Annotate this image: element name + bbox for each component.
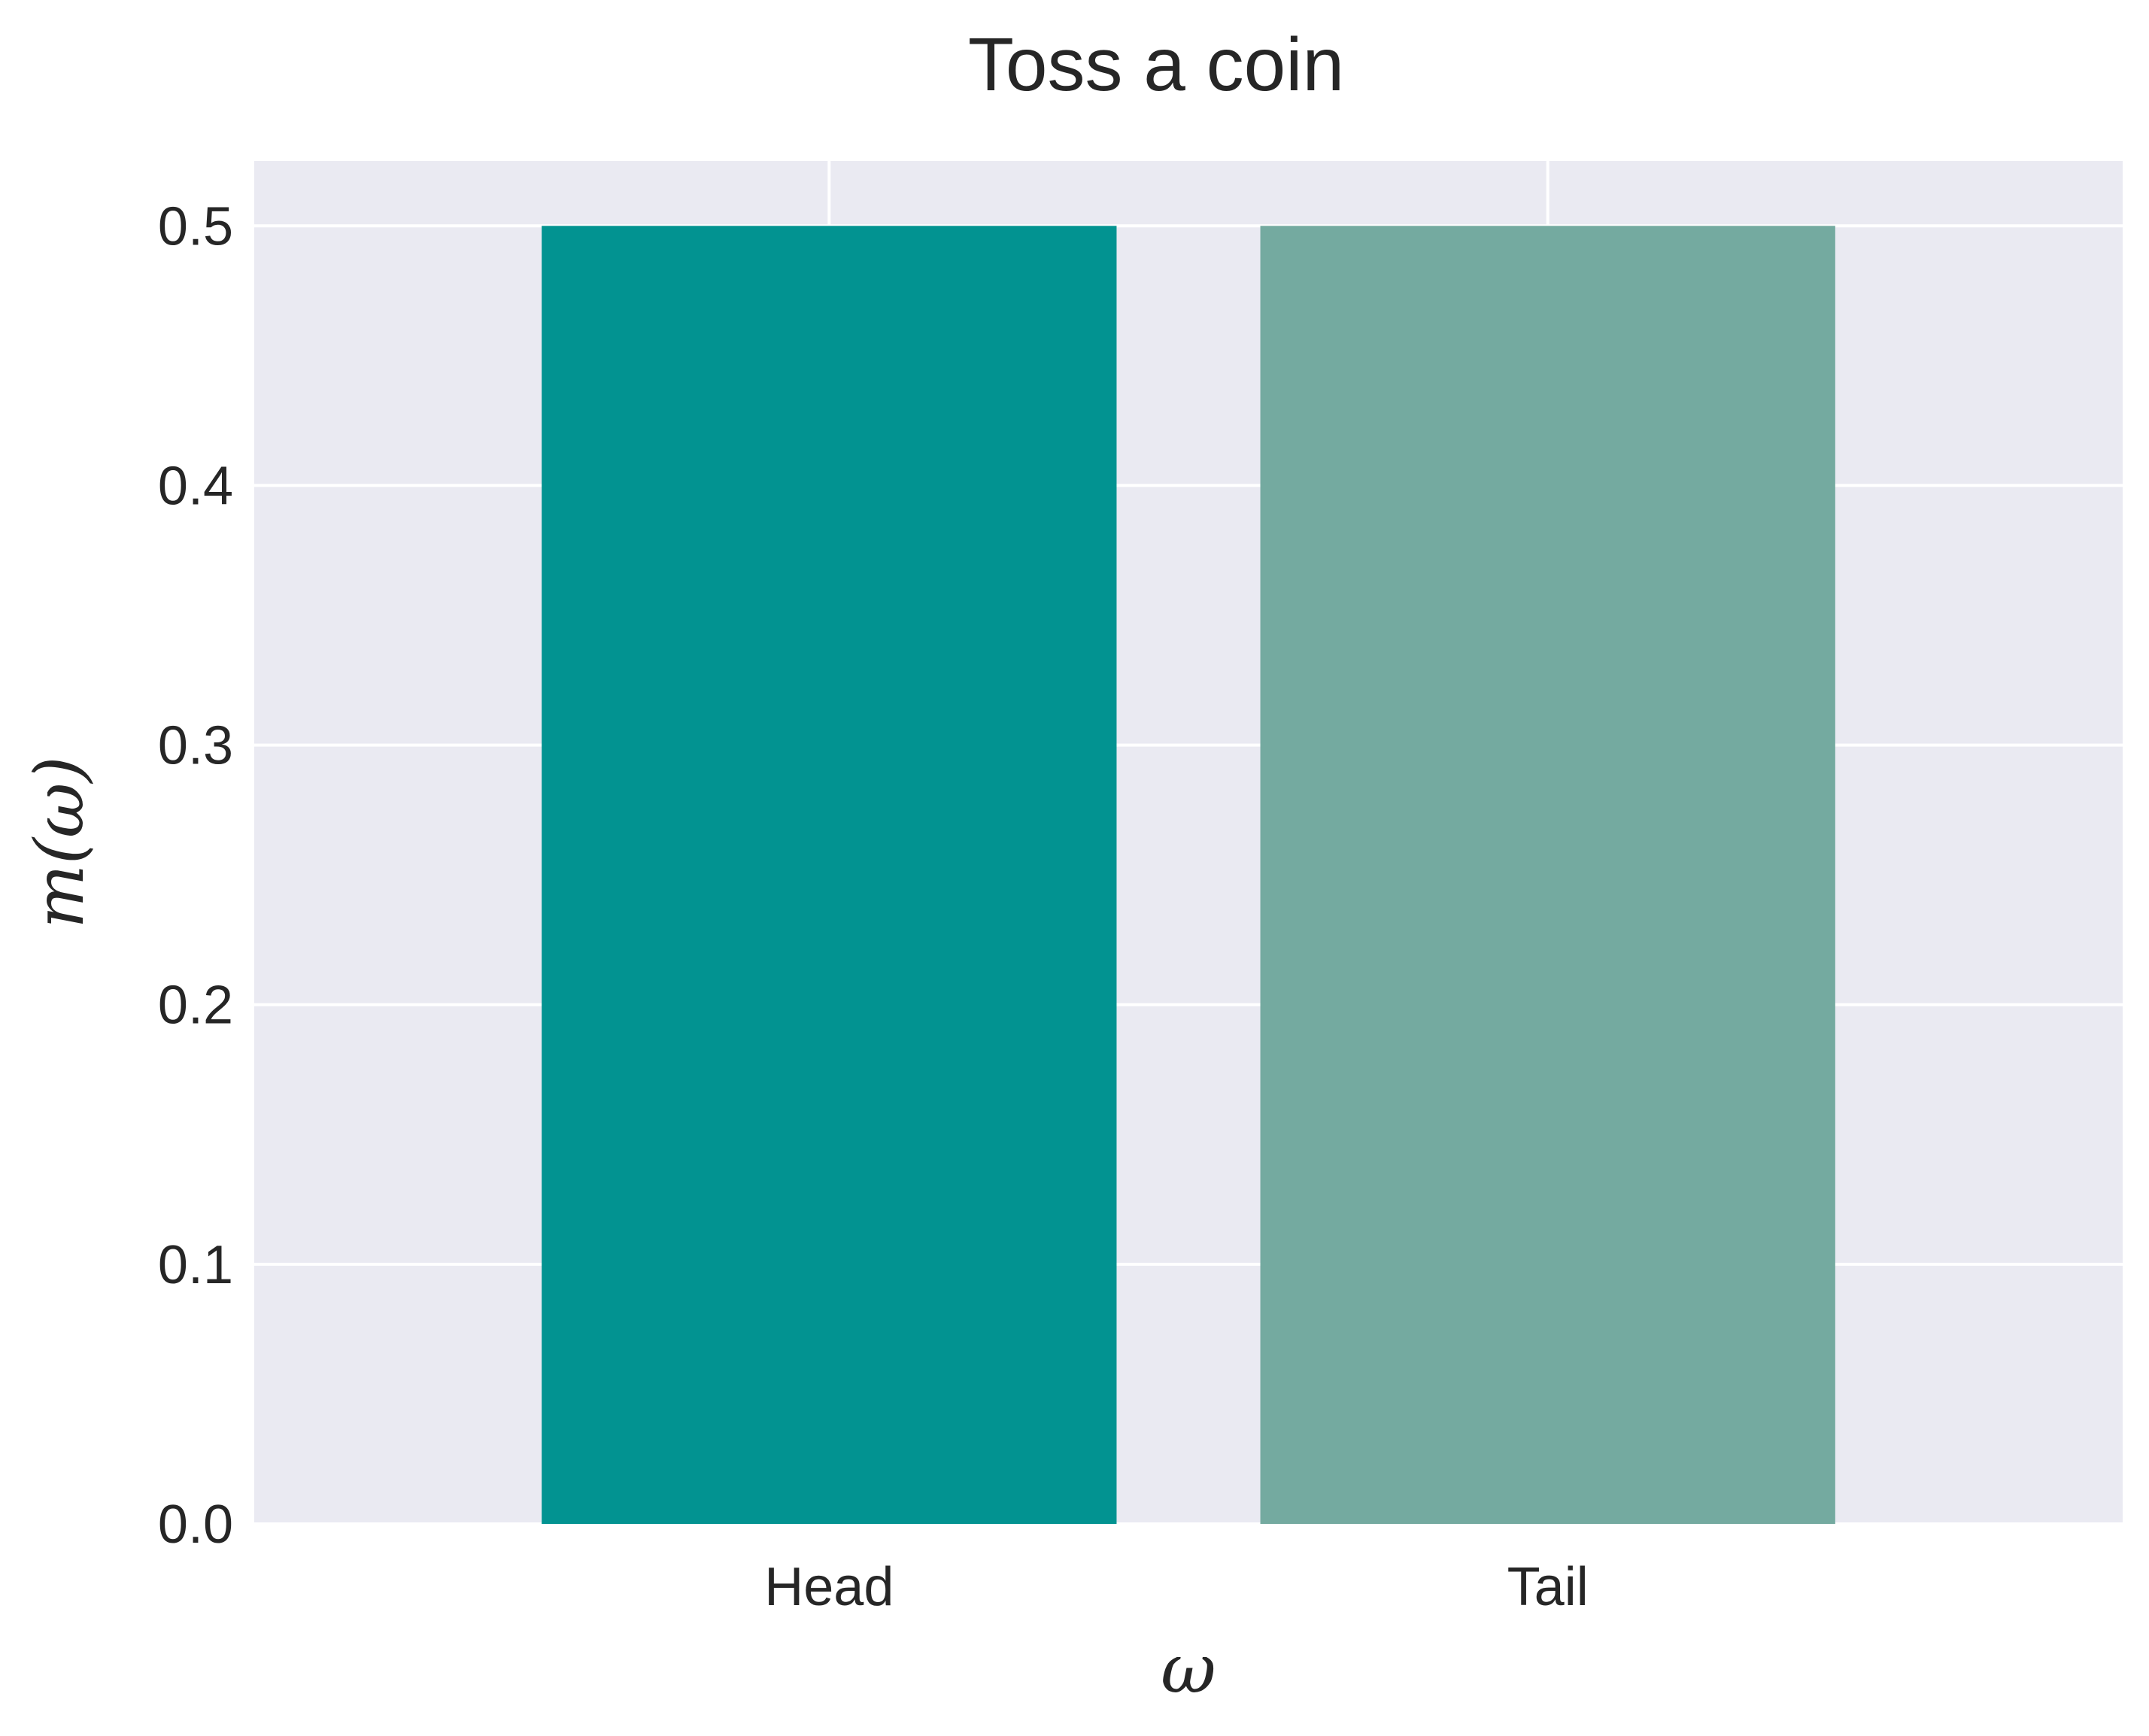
y-tick-label: 0.5	[158, 196, 233, 256]
x-tick-label: Tail	[1507, 1557, 1589, 1617]
bars	[542, 226, 1835, 1525]
y-tick-label: 0.2	[158, 976, 233, 1036]
chart-title: Toss a coin	[968, 23, 1344, 107]
x-axis-label: ω	[1161, 1630, 1216, 1709]
bar-tail	[1260, 226, 1835, 1525]
x-tick-label: Head	[764, 1557, 894, 1617]
y-tick-labels: 0.0 0.1 0.2 0.3 0.4 0.5	[158, 196, 233, 1555]
y-tick-label: 0.1	[158, 1235, 233, 1295]
y-tick-label: 0.0	[158, 1495, 233, 1555]
y-axis-label: m(ω)	[20, 757, 99, 929]
x-tick-labels: Head Tail	[764, 1557, 1588, 1617]
bar-head	[542, 226, 1117, 1525]
y-tick-label: 0.3	[158, 716, 233, 776]
plot-background	[254, 161, 2123, 1524]
y-tick-label: 0.4	[158, 456, 233, 516]
